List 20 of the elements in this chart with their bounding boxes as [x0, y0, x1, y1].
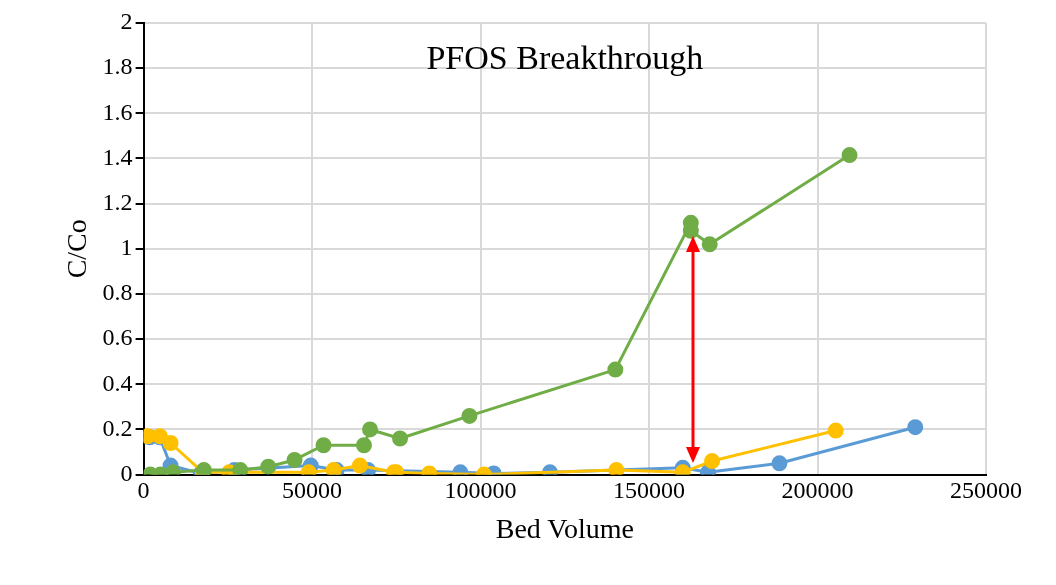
x-tick-label: 250000	[950, 477, 1022, 504]
y-tick-label: 0.8	[102, 279, 133, 306]
x-tick-label: 100000	[444, 477, 517, 504]
y-tick-label: 1	[120, 234, 133, 261]
y-tick-label: 0.4	[102, 369, 133, 396]
text: PFOS Breakthrough	[426, 38, 704, 76]
y-tick-label: 0	[120, 459, 133, 486]
y-tick-label: 1.4	[102, 143, 133, 170]
x-tick-label: 0	[137, 477, 150, 504]
y-axis-title: C/Co	[61, 219, 93, 279]
y-tick-label: 1.8	[102, 53, 133, 80]
y-tick-label: 0.2	[102, 414, 133, 441]
y-tick-label: 1.2	[102, 188, 133, 215]
x-tick-label: 50000	[282, 477, 343, 504]
x-axis-title: Bed Volume	[495, 512, 634, 544]
x-tick-label: 200000	[781, 477, 854, 504]
y-tick-label: 2	[120, 8, 133, 35]
y-tick-label: 0.6	[102, 324, 133, 351]
y-tick-label: 1.6	[102, 98, 133, 125]
x-tick-label: 150000	[613, 477, 686, 504]
